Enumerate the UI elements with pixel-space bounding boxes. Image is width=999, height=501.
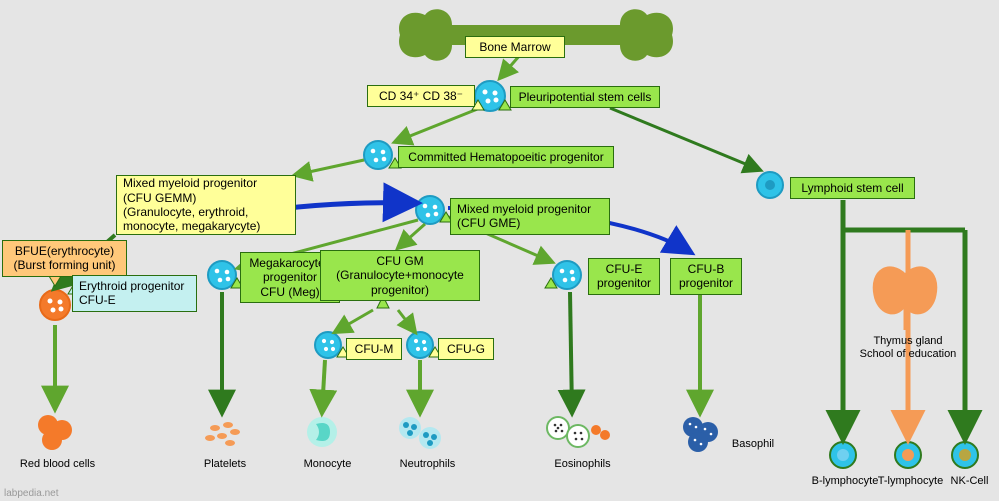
label-neutrophils: Neutrophils xyxy=(390,458,465,471)
cell-meg xyxy=(208,261,236,289)
box-cd34: CD 34⁺ CD 38⁻ xyxy=(367,85,475,107)
lymphoid-bracket xyxy=(843,200,965,438)
cell-blympho xyxy=(830,442,856,468)
box-pleuripotential: Pleuripotential stem cells xyxy=(510,86,660,108)
cell-eosinophils xyxy=(547,417,610,447)
box-bfue: BFUE(erythrocyte) (Burst forming unit) xyxy=(2,240,127,277)
cell-cfugme xyxy=(416,196,444,224)
box-cfu-m: CFU-M xyxy=(346,338,402,360)
box-cfu-gm: CFU GM (Granulocyte+monocyte progenitor) xyxy=(320,250,480,301)
cell-platelets xyxy=(205,422,240,446)
label-eosinophils: Eosinophils xyxy=(545,458,620,471)
watermark: labpedia.net xyxy=(4,488,59,499)
cell-tlympho xyxy=(895,442,921,468)
box-cfu-gme: Mixed myeloid progenitor (CFU GME) xyxy=(450,198,610,235)
cell-monocyte xyxy=(307,417,337,447)
label-platelets: Platelets xyxy=(195,458,255,471)
box-bone-marrow: Bone Marrow xyxy=(465,36,565,58)
diagram-svg xyxy=(0,0,999,501)
box-committed: Committed Hematopoeitic progenitor xyxy=(398,146,614,168)
label-nk: NK-Cell xyxy=(942,475,997,488)
cell-lymphoid xyxy=(757,172,783,198)
cell-basophil xyxy=(683,417,718,452)
box-lymphoid: Lymphoid stem cell xyxy=(790,177,915,199)
cell-cfug xyxy=(407,332,433,358)
label-tlympho: T-lymphocyte xyxy=(873,475,948,488)
label-rbc: Red blood cells xyxy=(10,458,105,471)
cell-neutrophils xyxy=(399,417,441,449)
cell-rbc xyxy=(38,415,72,450)
cell-nk xyxy=(952,442,978,468)
cell-cfum xyxy=(315,332,341,358)
box-cfu-g: CFU-G xyxy=(438,338,494,360)
thymus-icon xyxy=(874,268,936,330)
label-thymus: Thymus gland School of education xyxy=(848,335,968,361)
cell-erythroid xyxy=(40,290,70,320)
cell-cfue xyxy=(553,261,581,289)
box-cfu-e: CFU-E progenitor xyxy=(588,258,660,295)
label-basophil: Basophil xyxy=(723,438,783,451)
label-monocyte: Monocyte xyxy=(295,458,360,471)
cell-pleuripotential xyxy=(475,81,505,111)
box-cfu-gemm: Mixed myeloid progenitor (CFU GEMM) (Gra… xyxy=(116,175,296,235)
cell-committed xyxy=(364,141,392,169)
box-erythroid: Erythroid progenitor CFU-E xyxy=(72,275,197,312)
box-cfu-b: CFU-B progenitor xyxy=(670,258,742,295)
